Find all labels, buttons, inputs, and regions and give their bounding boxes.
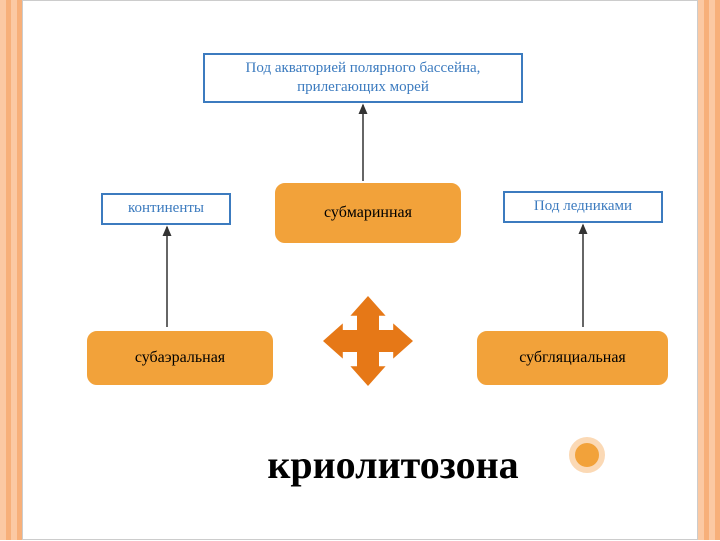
stripe — [715, 0, 720, 540]
diagram-canvas: Под акваторией полярного бассейна, приле… — [22, 0, 698, 540]
decorative-stripes-right — [698, 0, 720, 540]
decorative-stripes-left — [0, 0, 22, 540]
cross-arrow-path — [323, 296, 413, 386]
main-title-text: криолитозона — [267, 442, 518, 487]
main-title: криолитозона — [193, 441, 593, 488]
cross-arrow — [323, 296, 413, 386]
accent-circle — [569, 437, 605, 473]
